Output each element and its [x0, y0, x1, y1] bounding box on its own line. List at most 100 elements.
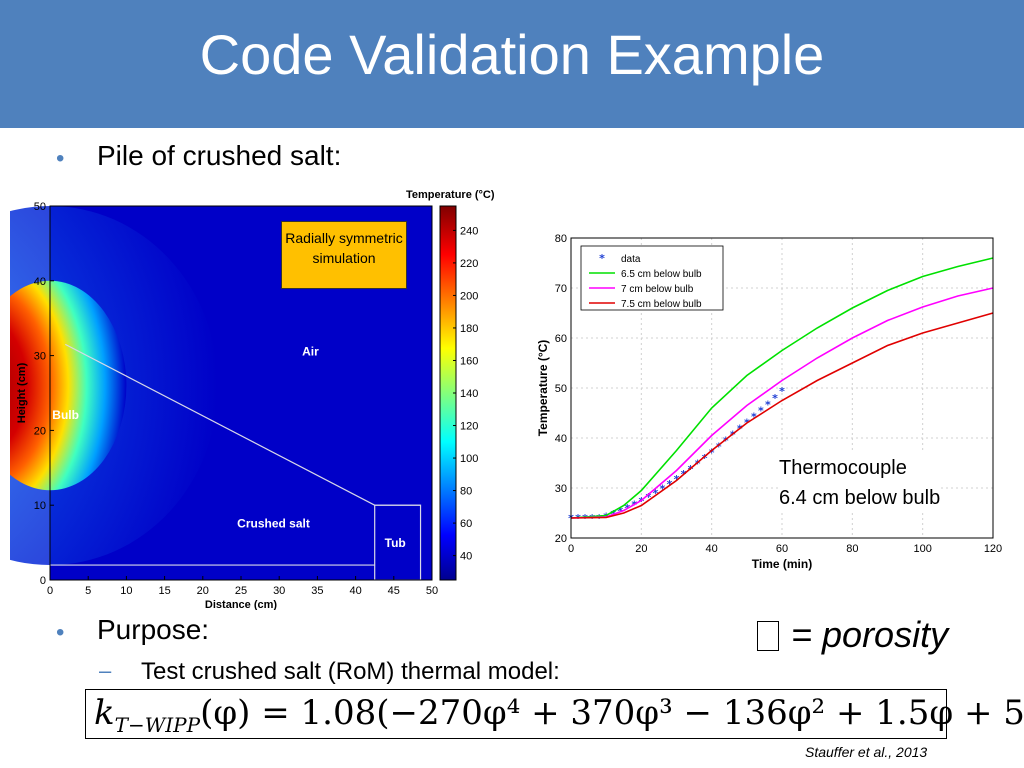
data-point: * [758, 405, 764, 418]
formula-rhs: (φ) = 1.08(−270φ⁴ + 370φ³ − 136φ² + 1.5φ… [200, 693, 1024, 733]
bullet-dot: • [56, 145, 65, 172]
porosity-text: = porosity [791, 614, 949, 655]
data-point: * [589, 512, 595, 525]
x-tick-label: 20 [635, 543, 647, 555]
colorbar-title: Temperature (°C) [406, 189, 495, 201]
x-tick-label: 30 [273, 585, 285, 597]
plot-frame [570, 237, 994, 539]
formula-text: kT−WIPP(φ) = 1.08(−270φ⁴ + 370φ³ − 136φ²… [94, 693, 1024, 737]
y-tick-label: 60 [555, 333, 567, 345]
y-tick-label: 70 [555, 283, 567, 295]
legend-marker: * [599, 252, 605, 265]
heatmap-plot: Air Bulb Crushed salt Tub 0 5 10 15 20 25 30 35 40 45… [0, 189, 495, 611]
y-axis-label: Temperature (°C) [536, 340, 550, 437]
thermocouple-annotation-line2: 6.4 cm below bulb [779, 487, 941, 509]
colorbar-tick-label: 60 [460, 518, 472, 530]
y-tick-label: 40 [34, 276, 46, 288]
x-tick-label: 100 [913, 543, 931, 555]
formula-lhs: k [94, 693, 115, 733]
y-tick-label: 20 [555, 533, 567, 545]
series-line-3 [570, 312, 994, 519]
tub-label: Tub [385, 536, 406, 550]
y-axis-label: Height (cm) [16, 362, 28, 423]
title-bar [0, 0, 1024, 128]
x-tick-label: 60 [776, 543, 788, 555]
x-axis-label: Time (min) [752, 557, 812, 571]
colorbar-tick-label: 220 [460, 258, 478, 270]
data-point: * [653, 487, 659, 500]
thermal-model-formula: kT−WIPP(φ) = 1.08(−270φ⁴ + 370φ³ − 136φ²… [85, 689, 1024, 739]
temperature-line-chart: 0 20 40 60 80 100 120 20 30 40 50 60 70 80 * * * * * * * * * * *… [535, 228, 1005, 573]
formula-subscript: T−WIPP [114, 712, 201, 737]
legend-label: 6.5 cm below bulb [621, 269, 702, 280]
thermocouple-annotation: Thermocouple 6.4 cm below bulb [779, 453, 941, 513]
bulb-label: Bulb [52, 408, 79, 422]
data-point: * [688, 463, 694, 476]
y-tick-label: 40 [555, 433, 567, 445]
y-tick-label: 20 [34, 425, 46, 437]
bullet-pile: Pile of crushed salt: [97, 140, 342, 171]
x-tick-label: 40 [706, 543, 718, 555]
y-tick-label: 30 [34, 351, 46, 363]
colorbar-tick-label: 120 [460, 421, 478, 433]
sub-bullet-dash: – [99, 658, 112, 683]
bulb-heat [0, 280, 127, 491]
x-tick-label: 50 [426, 585, 438, 597]
colorbar-tick-label: 160 [460, 355, 478, 367]
air-label: Air [302, 345, 319, 359]
colorbar-tick-label: 100 [460, 453, 478, 465]
x-tick-label: 20 [197, 585, 209, 597]
y-tick-label: 10 [34, 500, 46, 512]
x-tick-label: 10 [120, 585, 132, 597]
data-point: * [716, 441, 722, 454]
phi-symbol-icon [757, 621, 779, 651]
data-point: * [596, 512, 602, 525]
data-point: * [709, 447, 715, 460]
y-tick-label: 0 [40, 575, 46, 587]
x-axis-label: Distance (cm) [205, 599, 277, 610]
y-tick-label: 80 [555, 233, 567, 245]
colorbar-tick-label: 200 [460, 290, 478, 302]
data-point: * [638, 495, 644, 508]
data-point: * [751, 411, 757, 424]
bullet-dot: • [56, 619, 65, 646]
x-tick-label: 0 [568, 543, 574, 555]
colorbar-tick-label: 80 [460, 486, 472, 498]
colorbar-tick-label: 180 [460, 323, 478, 335]
series-line-2 [570, 287, 994, 519]
x-tick-label: 25 [235, 585, 247, 597]
colorbar-tick-label: 40 [460, 551, 472, 563]
x-tick-label: 5 [85, 585, 91, 597]
series-line-1 [570, 257, 994, 519]
legend-box [580, 245, 724, 311]
slide-title: Code Validation Example [199, 23, 825, 86]
y-tick-label: 50 [34, 201, 46, 213]
y-tick-label: 30 [555, 483, 567, 495]
data-point: * [695, 458, 701, 471]
citation: Stauffer et al., 2013 [805, 744, 928, 760]
crushed-salt-label: Crushed salt [237, 517, 310, 531]
x-tick-label: 120 [984, 543, 1002, 555]
data-point: * [723, 435, 729, 448]
data-point: * [730, 429, 736, 442]
bullet-purpose: Purpose: [97, 614, 210, 645]
data-point: * [779, 385, 785, 398]
legend-label: data [621, 254, 641, 265]
y-tick-label: 50 [555, 383, 567, 395]
x-tick-label: 35 [311, 585, 323, 597]
porosity-note: = porosity [757, 614, 948, 656]
crushed-salt-outline [65, 343, 375, 506]
legend-label: 7.5 cm below bulb [621, 299, 702, 310]
x-tick-label: 45 [388, 585, 400, 597]
data-point: * [765, 399, 771, 412]
legend-label: 7 cm below bulb [621, 284, 694, 295]
sub-bullet-model: Test crushed salt (RoM) thermal model: [141, 658, 560, 685]
data-point: * [772, 392, 778, 405]
data-point: * [645, 491, 651, 504]
simulation-callout: Radially symmetric simulation [281, 221, 407, 289]
x-tick-label: 15 [158, 585, 170, 597]
colorbar-tick-label: 240 [460, 225, 478, 237]
x-tick-label: 40 [349, 585, 361, 597]
data-point: * [702, 452, 708, 465]
